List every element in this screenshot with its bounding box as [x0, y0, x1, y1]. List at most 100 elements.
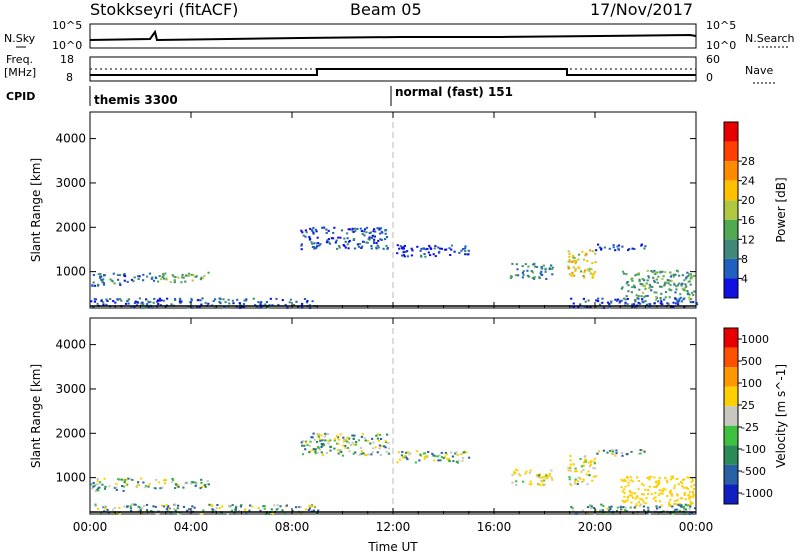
- echo-point: [334, 438, 337, 441]
- echo-point: [612, 453, 615, 455]
- echo-point: [320, 451, 323, 454]
- echo-point: [97, 284, 100, 287]
- echo-point: [124, 302, 128, 305]
- echo-point: [311, 436, 314, 439]
- echo-point: [325, 241, 329, 244]
- echo-point: [458, 251, 461, 254]
- echo-point: [276, 507, 279, 510]
- echo-point: [692, 492, 695, 495]
- echo-point: [687, 503, 691, 506]
- echo-point: [103, 505, 106, 508]
- echo-point: [642, 501, 645, 504]
- echo-point: [113, 282, 116, 285]
- echo-point: [236, 298, 239, 301]
- echo-point: [674, 499, 677, 502]
- echo-point: [623, 478, 626, 481]
- echo-point: [373, 228, 376, 231]
- echo-point: [202, 509, 205, 512]
- echo-point: [686, 504, 689, 507]
- echo-point: [378, 447, 381, 450]
- echo-point: [623, 495, 626, 498]
- echo-point: [646, 294, 649, 297]
- echo-point: [517, 274, 520, 277]
- echo-point: [376, 451, 379, 454]
- cpid-label: CPID: [6, 90, 35, 103]
- echo-point: [438, 250, 441, 253]
- echo-point: [648, 478, 651, 481]
- echo-point: [576, 483, 579, 485]
- echo-point: [608, 509, 611, 512]
- echo-point: [385, 236, 389, 238]
- echo-point: [316, 440, 319, 443]
- echo-point: [160, 299, 163, 302]
- echo-point: [149, 510, 153, 513]
- beam-title: Beam 05: [350, 0, 422, 19]
- echo-point: [136, 275, 140, 278]
- echo-point: [384, 440, 387, 443]
- echo-point: [521, 271, 524, 274]
- echo-point: [197, 299, 200, 302]
- echo-point: [641, 278, 644, 280]
- echo-point: [514, 468, 517, 471]
- echo-point: [355, 441, 358, 443]
- echo-point: [173, 281, 176, 284]
- echo-point: [591, 262, 594, 265]
- echo-point: [99, 275, 102, 278]
- echo-point: [457, 459, 460, 462]
- echo-point: [370, 247, 373, 250]
- echo-point: [367, 238, 370, 240]
- echo-point: [661, 278, 664, 280]
- echo-point: [329, 445, 332, 448]
- echo-point: [644, 287, 647, 290]
- echo-point: [92, 281, 95, 284]
- echo-point: [690, 298, 693, 301]
- plot-frame-0: [89, 111, 697, 309]
- echo-point: [673, 283, 676, 286]
- echo-point: [327, 241, 330, 244]
- echo-point: [462, 451, 465, 454]
- echo-point: [629, 491, 632, 494]
- echo-point: [267, 513, 270, 515]
- echo-point: [100, 300, 103, 302]
- echo-point: [120, 299, 123, 302]
- echo-point: [301, 302, 304, 305]
- echo-point: [437, 246, 440, 249]
- echo-point: [314, 450, 317, 453]
- echo-point: [569, 463, 572, 466]
- echo-point: [529, 469, 532, 472]
- echo-point: [295, 506, 298, 509]
- echo-point: [434, 245, 437, 248]
- echo-point: [653, 302, 656, 305]
- echo-point: [244, 299, 248, 302]
- colorbar-segment: [724, 180, 738, 201]
- echo-point: [335, 239, 338, 242]
- nave-bottom-tick: 0: [706, 71, 713, 84]
- echo-point: [589, 249, 592, 252]
- echo-point: [238, 302, 241, 305]
- echo-point: [230, 509, 234, 512]
- echo-point: [602, 306, 605, 309]
- echo-point: [612, 450, 615, 453]
- echo-point: [351, 229, 354, 232]
- echo-point: [654, 273, 657, 276]
- echo-point: [195, 275, 198, 278]
- echo-point: [316, 242, 319, 245]
- echo-point: [593, 457, 596, 460]
- echo-point: [597, 300, 600, 303]
- echo-point: [138, 275, 141, 278]
- echo-point: [538, 476, 541, 479]
- echo-point: [348, 450, 351, 453]
- echo-point: [532, 263, 535, 266]
- echo-point: [653, 485, 656, 488]
- echo-point: [464, 250, 467, 252]
- echo-point: [586, 483, 589, 486]
- echo-point: [398, 247, 401, 250]
- echo-point: [689, 505, 692, 508]
- echo-point: [351, 227, 354, 230]
- echo-point: [668, 296, 671, 299]
- echo-point: [185, 274, 188, 277]
- echo-point: [627, 290, 630, 293]
- echo-point: [621, 499, 624, 502]
- echo-point: [109, 278, 112, 281]
- echo-point: [599, 508, 602, 511]
